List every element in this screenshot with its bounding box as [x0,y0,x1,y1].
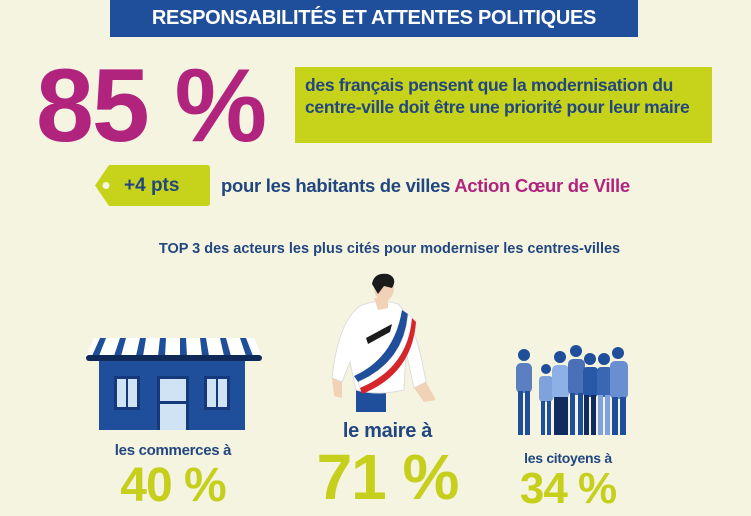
shop-icon [86,338,262,430]
highlight-prefix: pour les habitants de villes [221,175,455,196]
top3-title: TOP 3 des acteurs les plus cités pour mo… [158,241,621,257]
headline-text: des français pensent que la modernisatio… [295,67,712,143]
citizens-icon [516,345,628,435]
points-badge: +4 pts [124,175,180,196]
price-tag-icon [95,165,210,206]
highlight-text: pour les habitants de villes Action Cœur… [221,175,630,197]
citoyens-value: 34 % [519,464,617,513]
maire-value: 71 % [316,441,460,513]
mayor-icon [331,273,436,412]
commerces-value: 40 % [120,459,226,512]
commerces-label: les commerces à [114,442,232,459]
maire-label: le maire à [342,420,433,442]
headline-percentage: 85 % [36,48,267,164]
citoyens-label: les citoyens à [524,450,612,466]
highlight-emphasis: Action Cœur de Ville [454,175,630,196]
section-title: RESPONSABILITÉS ET ATTENTES POLITIQUES [110,0,638,37]
